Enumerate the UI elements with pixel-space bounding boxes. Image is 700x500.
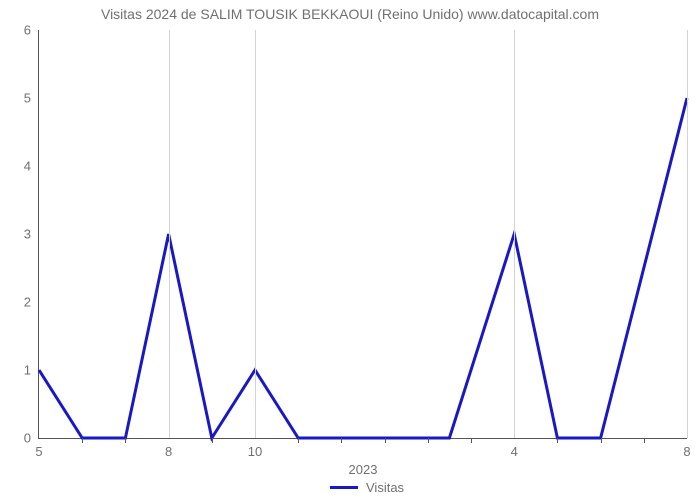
x-axis-label: 2023 (349, 438, 378, 477)
y-tick-label: 3 (24, 227, 39, 242)
y-tick-label: 6 (24, 23, 39, 38)
legend-swatch (330, 486, 358, 489)
y-tick-label: 2 (24, 295, 39, 310)
x-minor-tick (212, 438, 213, 443)
legend: Visitas (330, 480, 404, 495)
y-tick-label: 5 (24, 91, 39, 106)
x-minor-tick (298, 438, 299, 443)
x-minor-tick (82, 438, 83, 443)
x-tick-label: 10 (248, 438, 262, 459)
x-minor-tick (125, 438, 126, 443)
y-tick-label: 1 (24, 363, 39, 378)
x-minor-tick (557, 438, 558, 443)
x-tick-label: 5 (35, 438, 42, 459)
x-tick-label: 8 (165, 438, 172, 459)
plot-area: 2023 0123456581048 (38, 30, 687, 439)
x-minor-tick (644, 438, 645, 443)
x-gridline (687, 30, 688, 438)
x-minor-tick (428, 438, 429, 443)
x-gridline (255, 30, 256, 438)
chart-container: Visitas 2024 de SALIM TOUSIK BEKKAOUI (R… (0, 0, 700, 500)
x-gridline (514, 30, 515, 438)
x-gridline (169, 30, 170, 438)
x-minor-tick (341, 438, 342, 443)
visitas-line (39, 98, 687, 438)
chart-title: Visitas 2024 de SALIM TOUSIK BEKKAOUI (R… (0, 6, 700, 22)
y-tick-label: 4 (24, 159, 39, 174)
x-minor-tick (385, 438, 386, 443)
line-series-svg (39, 30, 687, 438)
x-tick-label: 4 (511, 438, 518, 459)
x-tick-label: 8 (683, 438, 690, 459)
legend-label: Visitas (366, 480, 404, 495)
x-minor-tick (601, 438, 602, 443)
x-minor-tick (471, 438, 472, 443)
